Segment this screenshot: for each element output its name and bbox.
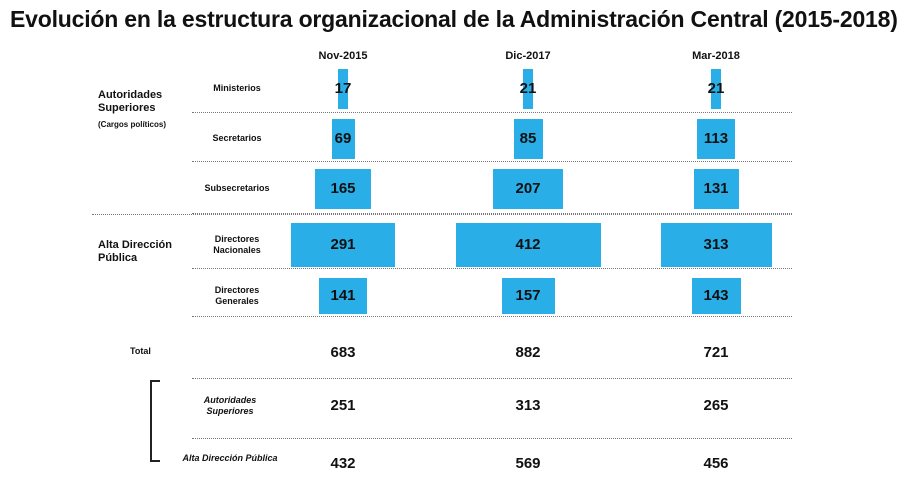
bar-value-2-1: 207 (515, 180, 541, 197)
row-label-1: Secretarios (212, 133, 262, 143)
row-label-0: Ministerios (213, 83, 261, 93)
bar-2-1 (493, 169, 563, 209)
breakdown-value-1-2: 456 (703, 455, 729, 472)
bar-value-3-2: 313 (703, 236, 729, 253)
group-separator (92, 214, 792, 215)
total-value-1: 882 (515, 344, 541, 361)
bar-value-2-0: 165 (330, 180, 356, 197)
bar-4-2 (691, 278, 741, 314)
bar-3-2 (660, 223, 772, 267)
totals-bracket-top (150, 380, 160, 382)
totals-bracket-bottom (150, 460, 160, 462)
column-header-0: Nov-2015 (318, 50, 368, 62)
bar-value-1-2: 113 (703, 130, 729, 147)
bar-2-2 (693, 169, 739, 209)
bar-2-0 (315, 169, 371, 209)
bar-0-1 (523, 69, 533, 109)
bar-1-1 (513, 119, 543, 159)
breakdown-label-1: Alta Dirección Pública (182, 453, 278, 463)
row-separator-3 (192, 268, 792, 269)
bar-1-2 (697, 119, 735, 159)
bar-value-1-0: 69 (334, 130, 352, 147)
bar-value-2-2: 131 (703, 180, 729, 197)
breakdown-label-0: Autoridades Superiores (203, 395, 257, 416)
bar-value-1-1: 85 (519, 130, 537, 147)
row-separator-4 (192, 316, 792, 317)
column-header-1: Dic-2017 (505, 50, 551, 62)
breakdown-value-0-0: 251 (330, 397, 356, 414)
bar-value-4-1: 157 (515, 287, 541, 304)
column-header-2: Mar-2018 (692, 50, 740, 62)
bar-value-0-0: 17 (334, 80, 352, 97)
row-separator-0 (192, 112, 792, 113)
group-sublabel-0: (Cargos políticos) (98, 120, 167, 129)
group-label-0: Autoridades Superiores (98, 89, 163, 114)
bar-3-1 (455, 223, 601, 267)
bar-value-4-0: 141 (330, 287, 356, 304)
row-separator-2 (192, 213, 792, 214)
breakdown-value-1-1: 569 (515, 455, 541, 472)
breakdown-value-1-0: 432 (330, 455, 356, 472)
chart-title: Evolución en la estructura organizaciona… (10, 6, 898, 32)
totals-separator-0 (192, 378, 792, 379)
bar-value-4-2: 143 (703, 287, 729, 304)
bar-value-0-1: 21 (519, 80, 537, 97)
bar-value-3-0: 291 (330, 236, 356, 253)
bar-4-0 (319, 278, 367, 314)
total-label: Total (130, 346, 151, 356)
breakdown-value-0-1: 313 (515, 397, 541, 414)
bar-0-0 (338, 69, 348, 109)
bar-0-2 (711, 69, 721, 109)
row-separator-1 (192, 161, 792, 162)
bar-1-0 (331, 119, 355, 159)
total-value-0: 683 (330, 344, 356, 361)
row-label-2: Subsecretarios (204, 183, 270, 193)
bar-3-0 (291, 223, 395, 267)
row-label-3: Directores Nacionales (213, 234, 261, 255)
row-label-4: Directores Generales (214, 285, 260, 306)
breakdown-value-0-2: 265 (703, 397, 729, 414)
bar-4-1 (501, 278, 555, 314)
totals-bracket (150, 380, 152, 462)
bar-value-0-2: 21 (707, 80, 725, 97)
totals-separator-1 (192, 438, 792, 439)
total-value-2: 721 (703, 344, 729, 361)
group-label-1: Alta Dirección Pública (98, 239, 172, 264)
bar-value-3-1: 412 (515, 236, 541, 253)
